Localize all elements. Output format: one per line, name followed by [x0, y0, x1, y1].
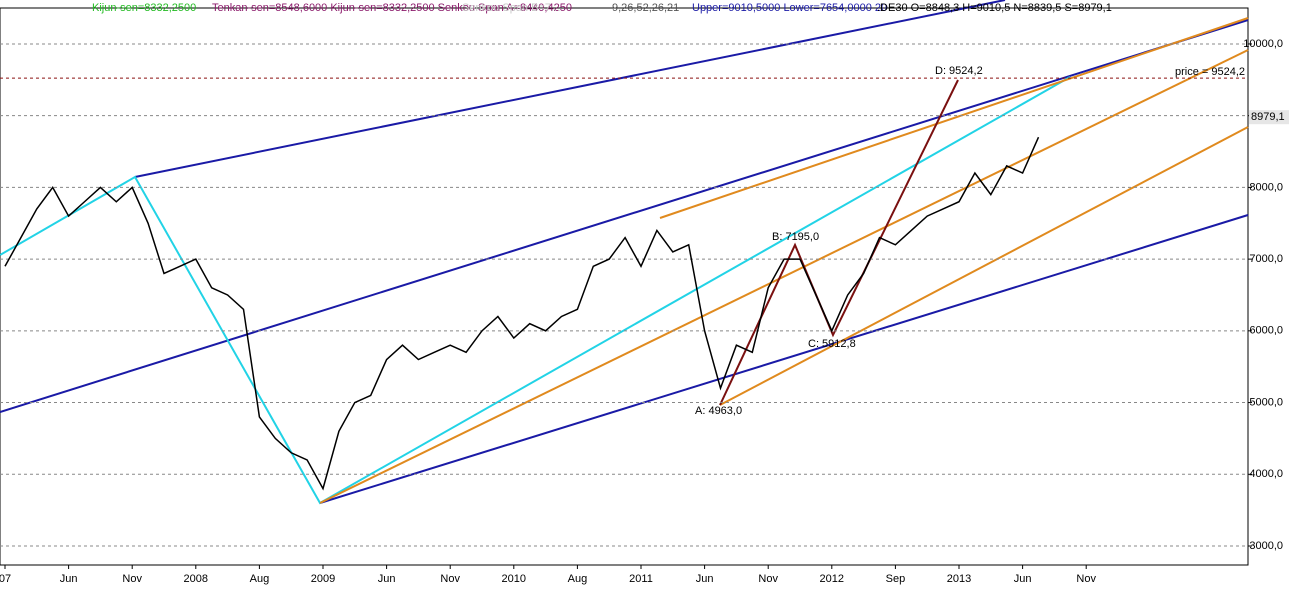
last-price-box [1249, 110, 1289, 125]
header-text: Upper=9010,5000 Lower=7654,0000 20 [692, 2, 887, 14]
annotation: C: 5912,8 [808, 338, 856, 350]
x-tick-label: Nov [1076, 573, 1096, 585]
x-tick-label: 2012 [820, 573, 844, 585]
price-line-label: price = 9524,2 [1175, 66, 1245, 78]
annotation: A: 4963,0 [695, 405, 742, 417]
y-tick-label: 8000,0 [1249, 181, 1283, 193]
x-tick-label: Aug [250, 573, 270, 585]
channel-line [0, 19, 1249, 413]
x-tick-label: Jun [1014, 573, 1032, 585]
y-tick-label: 10000,0 [1243, 38, 1283, 50]
channel-line [319, 214, 1249, 504]
fork-line [659, 17, 1249, 219]
x-tick-label: 2010 [502, 573, 526, 585]
x-tick-label: Nov [122, 573, 142, 585]
x-tick-label: 2008 [184, 573, 208, 585]
x-tick-label: Jun [60, 573, 78, 585]
x-tick-label: Nov [758, 573, 778, 585]
trend-lines [0, 0, 1249, 505]
x-tick-label: Aug [568, 573, 588, 585]
header-text: .DE30 O=8848,3 H=9010,5 N=8839,5 S=8979,… [877, 2, 1112, 14]
x-tick-label: Sep [886, 573, 906, 585]
x-tick-label: 2009 [311, 573, 335, 585]
price-series [4, 136, 1040, 491]
last-price-label: 8979,1 [1251, 111, 1285, 123]
annotation: D: 9524,2 [935, 65, 983, 77]
y-tick-label: 3000,0 [1249, 540, 1283, 552]
x-tick-label: 2013 [947, 573, 971, 585]
header-text: Senkou Span B=7... [462, 2, 560, 14]
x-tick-label: Jun [696, 573, 714, 585]
y-tick-label: 6000,0 [1249, 325, 1283, 337]
fork-line [719, 126, 1249, 406]
header-text: Kijun-sen=8332,2500 [92, 2, 196, 14]
y-tick-label: 4000,0 [1249, 468, 1283, 480]
fork-line [319, 49, 1249, 504]
pitchfork-line [0, 76, 1071, 505]
x-tick-label: 07 [0, 573, 11, 585]
annotation: B: 7195,0 [772, 231, 819, 243]
header-text: 9,26,52,26,21 [612, 2, 679, 14]
x-tick-label: Nov [440, 573, 460, 585]
y-tick-label: 7000,0 [1249, 253, 1283, 265]
x-tick-label: 2011 [629, 573, 653, 585]
channel-line [134, 0, 1006, 178]
plot-frame [0, 7, 1249, 566]
header-text: Tenkan-sen=8548,6000 Kijun-sen=8332,2500… [212, 2, 572, 14]
y-tick-label: 5000,0 [1249, 396, 1283, 408]
x-tick-label: Jun [378, 573, 396, 585]
